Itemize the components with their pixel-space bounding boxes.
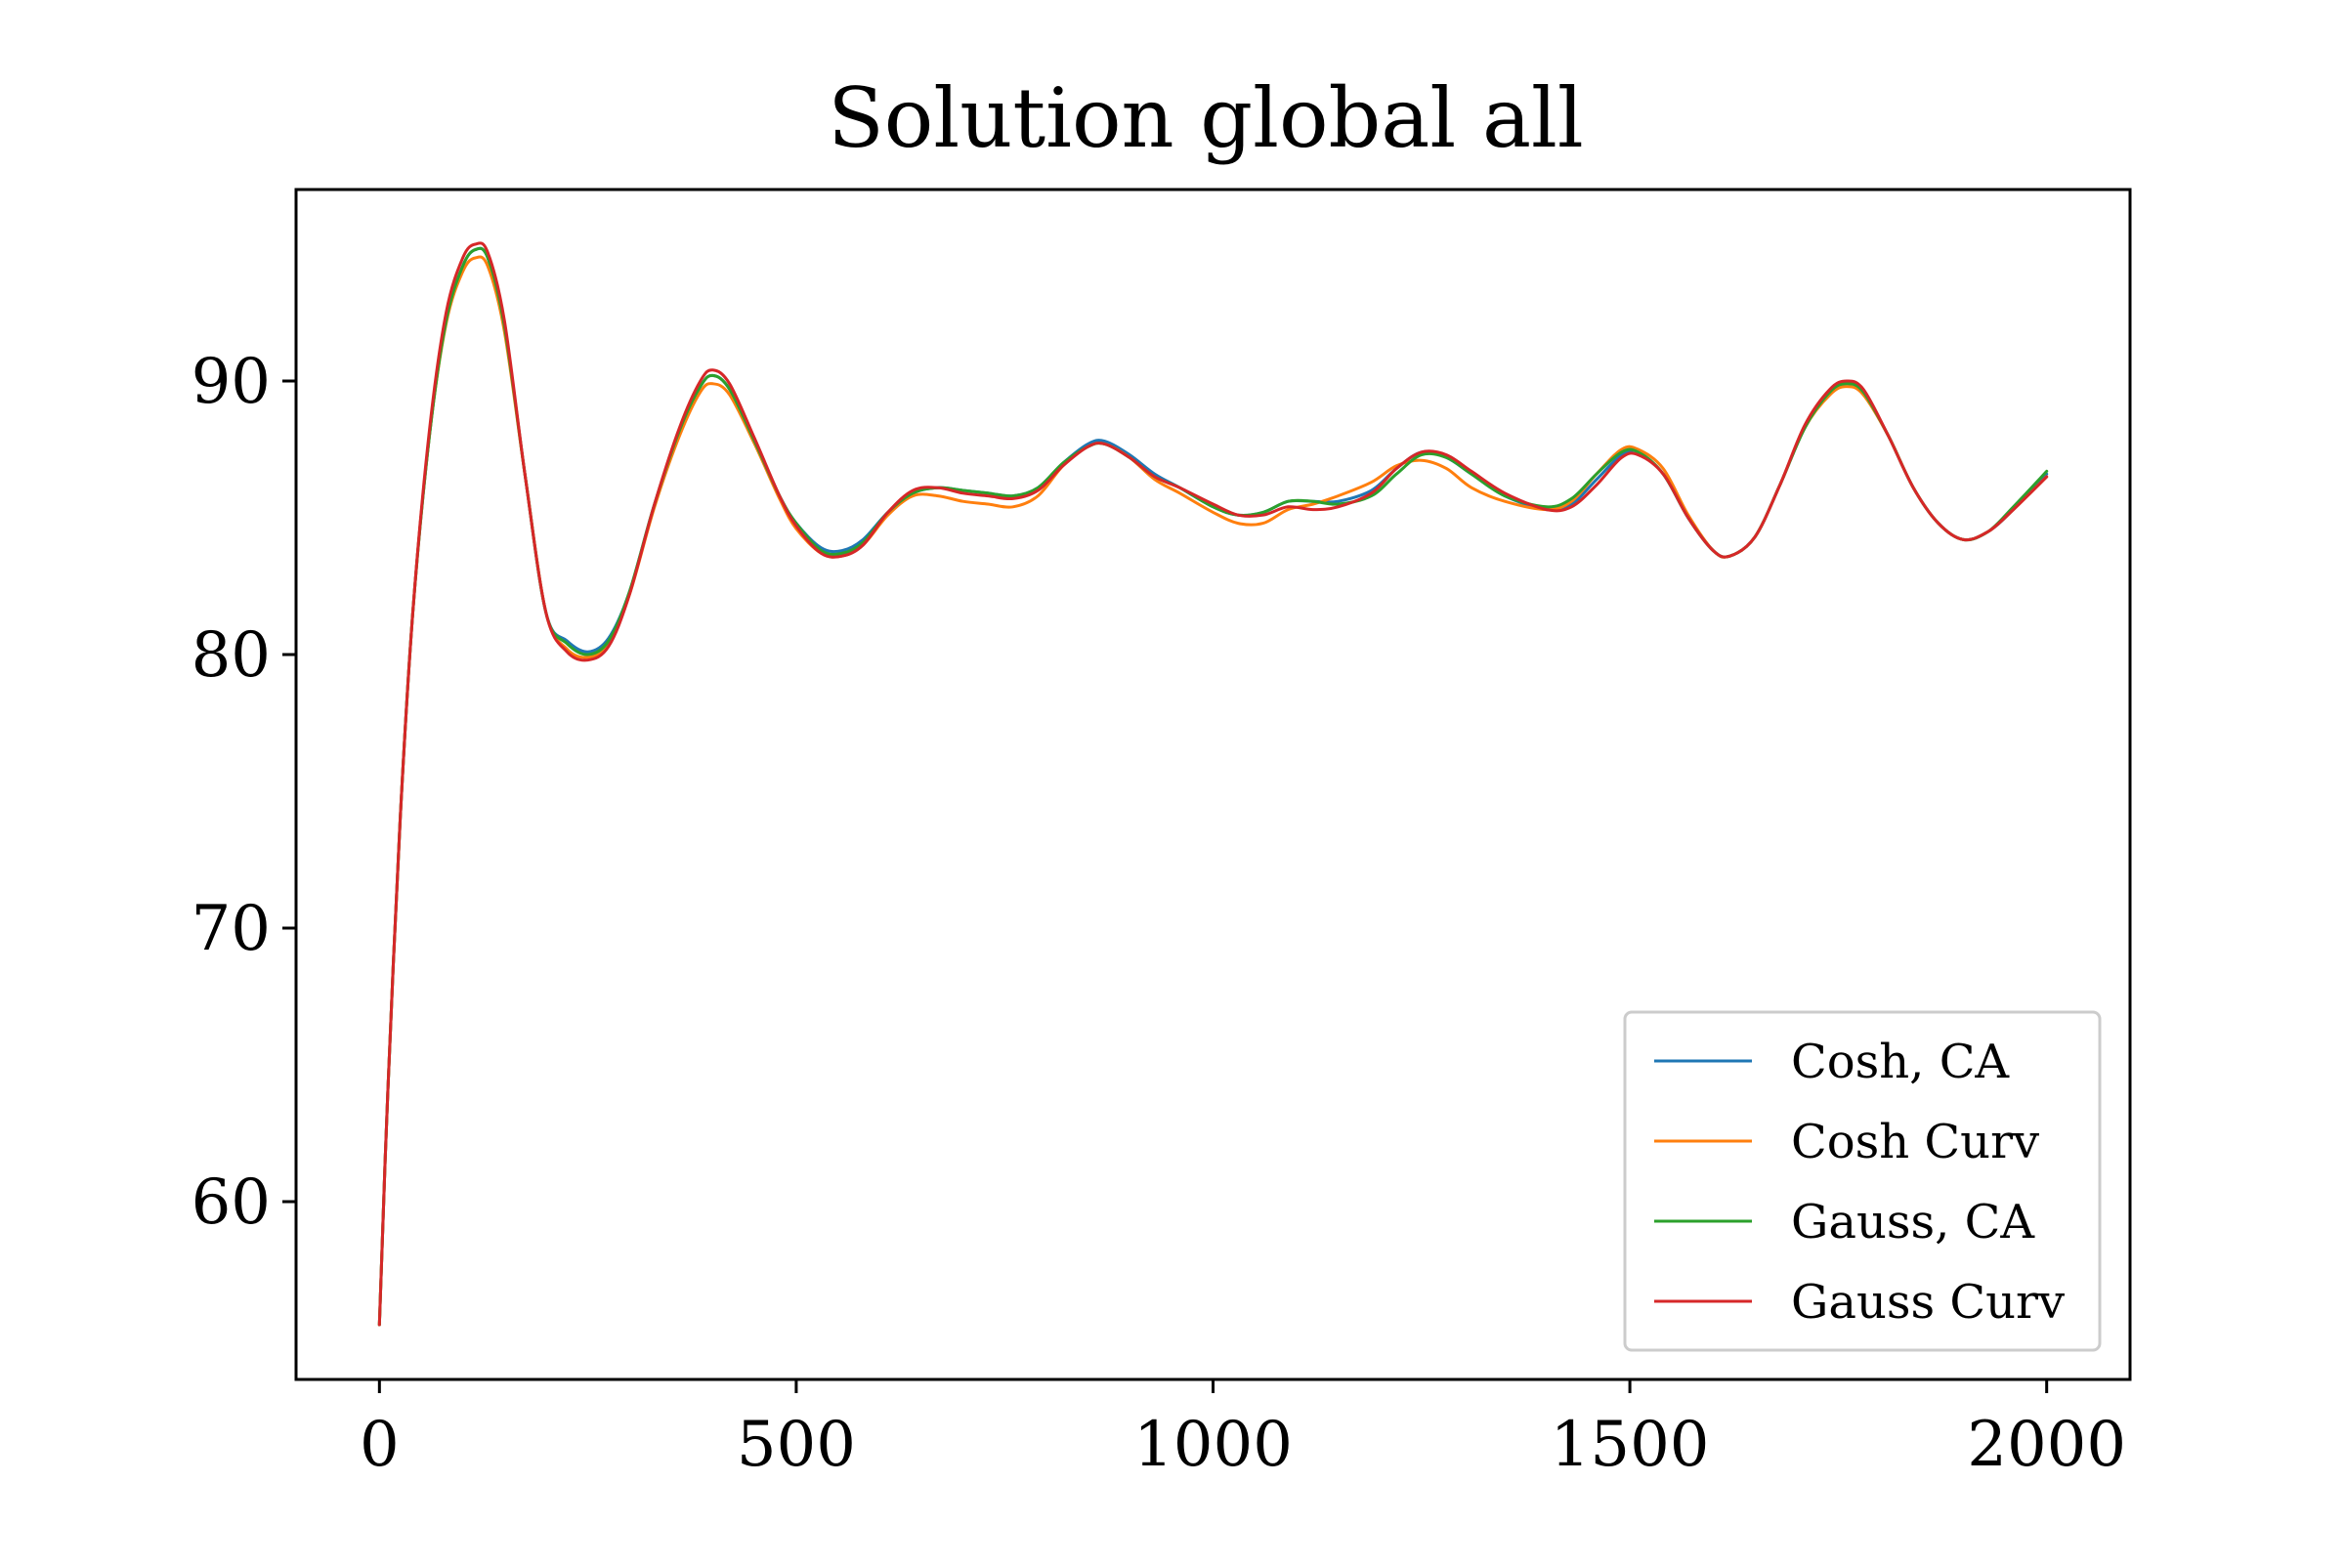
y-tick-label: 70 [192,893,271,965]
x-axis: 0 500 1000 1500 2000 [360,1379,2126,1481]
y-tick-label: 90 [192,346,271,418]
legend-label-gauss-curv: Gauss Curv [1791,1275,2065,1330]
legend-label-cosh-curv: Cosh Curv [1791,1115,2039,1169]
x-tick-label: 0 [360,1409,400,1481]
x-tick-label: 2000 [1967,1409,2126,1481]
y-tick-label: 80 [192,619,271,692]
legend-items: Cosh, CA Cosh Curv Gauss, CA Gauss Curv [1654,1035,2065,1330]
x-tick-label: 1000 [1133,1409,1293,1481]
series-line-gauss-curv [377,241,2049,1327]
chart-title: Solution global all [828,70,1584,166]
x-tick-label: 1500 [1551,1409,1710,1481]
x-tick-label: 500 [737,1409,856,1481]
legend: Cosh, CA Cosh Curv Gauss, CA Gauss Curv [1623,1010,2102,1352]
y-axis: 60 70 80 90 [192,346,296,1239]
legend-box [1623,1010,2102,1352]
y-tick-label: 60 [192,1166,271,1239]
legend-label-cosh-ca: Cosh, CA [1791,1035,2010,1089]
series-layer [377,241,2049,1327]
plot-area [294,188,2132,1381]
legend-label-gauss-ca: Gauss, CA [1791,1195,2035,1250]
